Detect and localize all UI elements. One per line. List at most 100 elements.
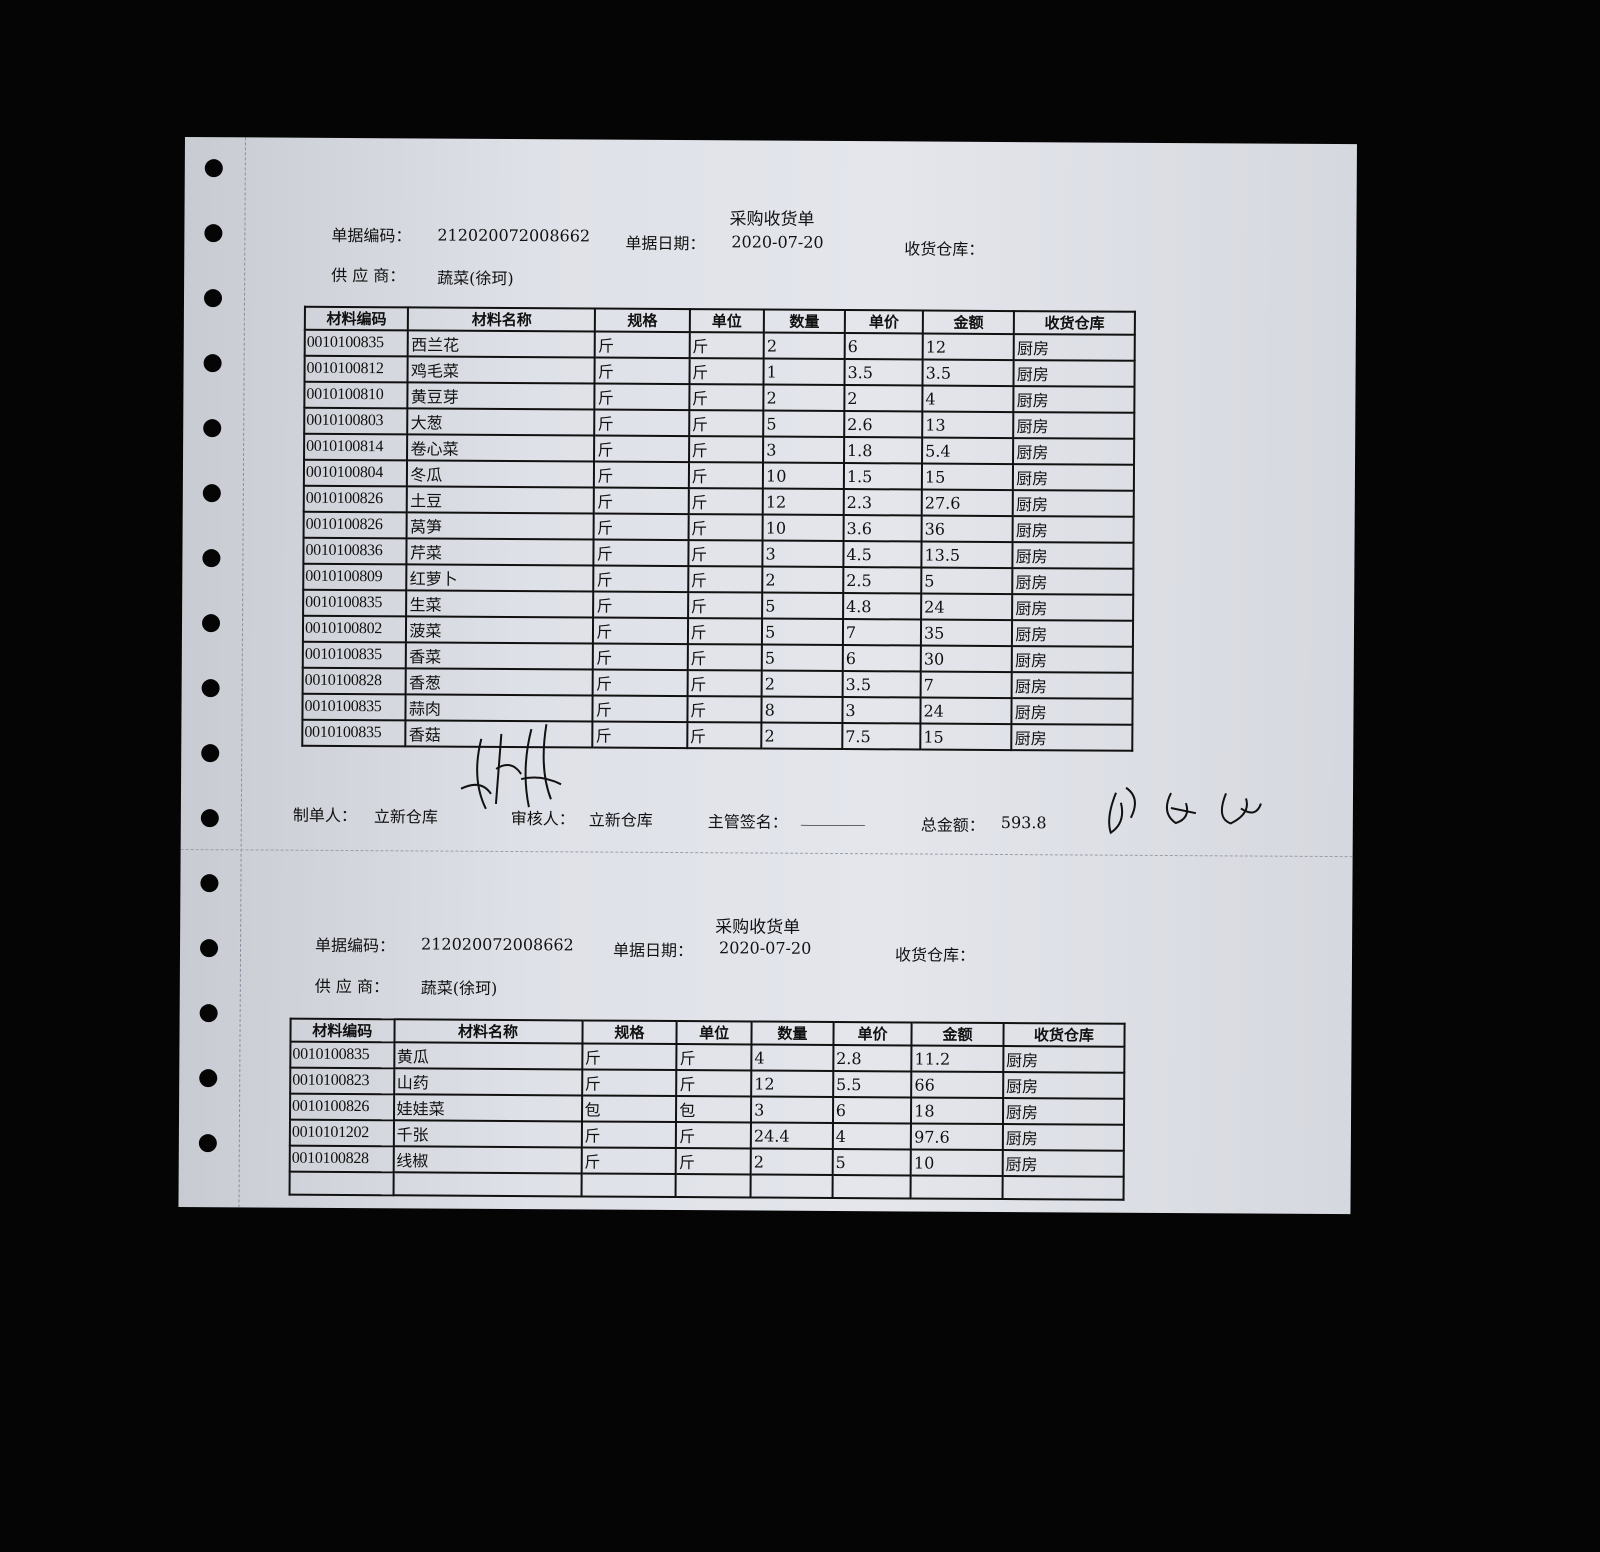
table-cell: 11.2 [911,1045,1004,1073]
table-cell: 斤 [594,461,689,489]
table-cell: 97.6 [911,1123,1003,1151]
table-cell: 斤 [687,644,763,671]
table-cell: 鸡毛菜 [407,356,596,384]
table-cell: 包 [676,1096,752,1123]
table-cell: 斤 [594,487,689,515]
table-cell: 2.6 [844,411,923,438]
table-cell: 厨房 [1012,646,1133,673]
table-cell: 斤 [592,721,688,749]
table-cell: 斤 [593,539,689,567]
table-cell: 2 [750,1148,833,1175]
table-cell: 7 [920,671,1013,699]
table-cell: 5 [761,644,843,672]
table-cell: 斤 [593,643,688,671]
column-header: 单价 [833,1021,912,1046]
table-cell: 8 [761,696,843,724]
table-cell: 厨房 [1012,516,1134,543]
table-cell [750,1174,833,1198]
table-cell: 4 [832,1122,912,1150]
table-cell: 5 [832,1148,912,1176]
table-cell: 厨房 [1012,620,1134,647]
table-cell: 厨房 [1013,386,1135,413]
table-row-cut-off [289,1171,1124,1200]
purchase-receipt-form-1: 采购收货单 单据编码： 212020072008662 单据日期： 2020-0… [181,137,1357,844]
total-label: 总金额： [920,815,985,835]
table-cell: 斤 [676,1070,752,1097]
table-cell: 斤 [595,331,690,359]
table-cell: 千张 [393,1120,582,1148]
doc-no: 212020072008662 [421,934,574,955]
table-cell: 0010100803 [304,407,408,435]
purchase-receipt-form-2: 采购收货单 单据编码： 212020072008662 单据日期： 2020-0… [166,845,1342,1552]
table-cell: 36 [921,515,1013,543]
reviewer: 立新仓库 [588,810,653,830]
date-label: 单据日期： [612,940,694,961]
date: 2020-07-20 [731,232,824,252]
table-cell: 斤 [687,670,762,697]
table-cell: 5 [762,618,843,646]
table-cell: 0010100826 [303,511,408,539]
table-row: 0010100835 香菇斤斤 2 7.5 15 厨房 [302,719,1133,751]
table-cell: 0010100826 [303,485,408,513]
table-cell: 0010100809 [303,563,407,591]
table-cell: 4 [751,1044,834,1071]
table-cell: 厨房 [1012,594,1134,621]
table-cell: 斤 [593,617,688,645]
table-cell: 厨房 [1002,1150,1124,1177]
column-header: 材料名称 [394,1019,583,1044]
maker-label: 制单人： [292,805,357,826]
table-cell: 斤 [581,1147,677,1175]
table-cell: 厨房 [1002,1098,1125,1125]
table-cell: 3 [762,540,844,568]
table-cell: 斤 [592,695,688,723]
column-header: 材料名称 [408,307,596,332]
table-cell: 24 [921,593,1013,621]
table-cell: 2 [761,722,843,750]
table-cell: 10 [762,462,844,490]
signature-maker [460,724,562,810]
table-cell: 6 [832,1096,912,1124]
table-cell: 0010100828 [289,1145,394,1173]
table-cell: 斤 [686,722,762,749]
table-cell: 莴笋 [406,512,595,540]
column-header: 材料编码 [290,1018,395,1043]
table-cell: 0010100835 [304,329,409,357]
items-table: 材料编码 材料名称 规格 单位 数量 单价 金额 收货仓库 0010100835 黄瓜斤斤 4 2.8… [289,1018,1126,1201]
warehouse-label: 收货仓库： [894,945,976,965]
table-cell: 0010100835 [302,641,407,669]
table-cell: 香葱 [405,668,594,696]
table-cell: 斤 [688,462,764,489]
date: 2020-07-20 [718,938,812,958]
table-cell: 0010100812 [304,355,409,383]
table-cell: 斤 [687,540,763,567]
table-cell: 斤 [688,514,763,541]
table-cell: 斤 [687,566,763,593]
column-header: 规格 [581,1020,677,1045]
table-cell: 0010100835 [290,1041,395,1069]
form-title: 采购收货单 [729,209,815,230]
table-cell [393,1172,582,1197]
table-cell [581,1173,676,1198]
table-cell: 0010100835 [303,589,407,617]
supplier-label: 供 应 商： [314,976,390,997]
table-cell: 厨房 [1011,672,1133,699]
table-cell [1002,1176,1124,1200]
table-cell: 包 [581,1095,677,1123]
table-cell: 斤 [592,669,688,697]
table-cell: 斤 [594,435,689,463]
table-cell: 12 [922,333,1015,361]
table-cell: 66 [911,1071,1004,1099]
table-cell: 24.4 [750,1122,833,1149]
table-cell: 斤 [676,1044,752,1071]
table-cell: 斤 [687,696,762,723]
table-cell: 厨房 [1002,1072,1125,1099]
table-cell: 0010101202 [289,1119,394,1147]
table-cell: 7 [842,619,922,646]
table-cell: 厨房 [1013,464,1135,491]
table-cell: 斤 [594,357,690,385]
total-amount: 593.8 [1000,812,1047,833]
table-cell: 35 [920,619,1013,647]
table-cell: 2.3 [843,489,922,516]
table-cell: 0010100814 [304,433,408,461]
table-cell: 1.5 [843,463,923,490]
